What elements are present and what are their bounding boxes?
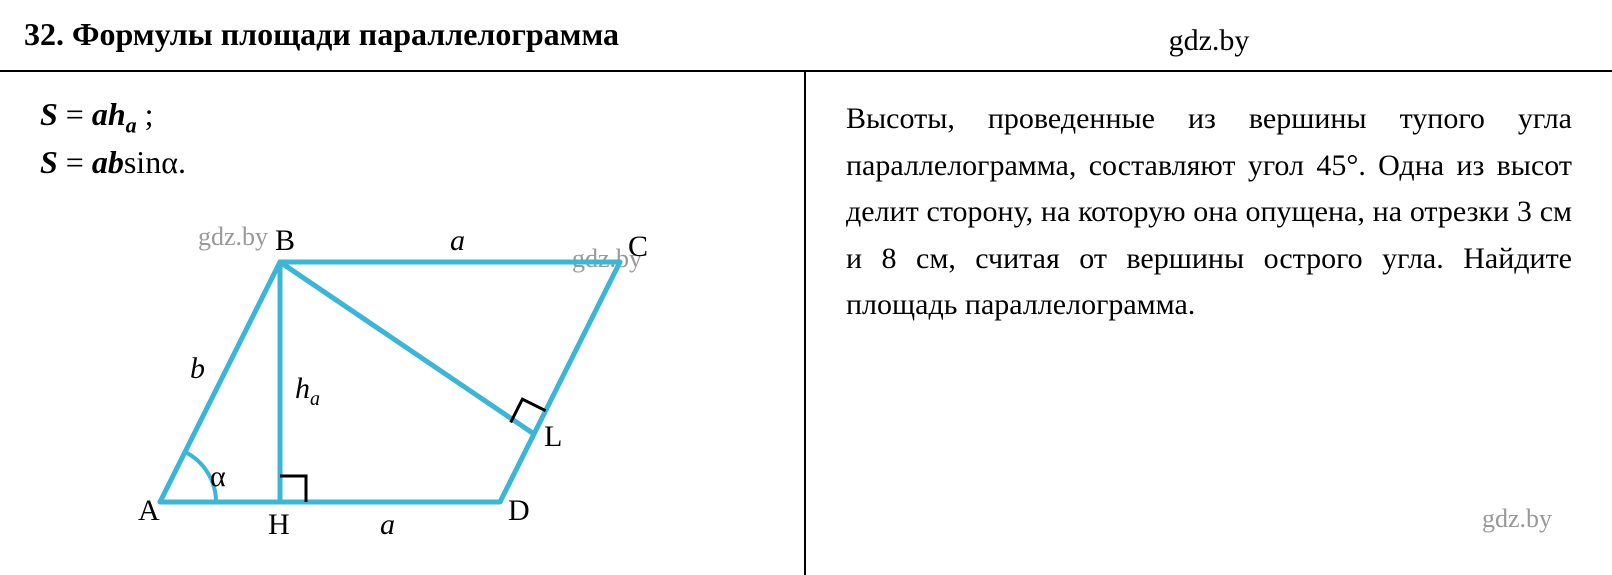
label-h: ha	[295, 372, 320, 411]
header-watermark: gdz.by	[806, 0, 1612, 70]
label-C: C	[628, 230, 648, 264]
f1-eq: =	[58, 96, 92, 132]
f1-sub: a	[126, 112, 137, 137]
f2-eq: =	[58, 144, 92, 180]
problem-panel: Высоты, проведенные из вер­шины тупого у…	[806, 72, 1612, 575]
problem-text: Высоты, проведенные из вер­шины тупого у…	[846, 102, 1572, 321]
label-b: b	[190, 352, 205, 386]
f2-sin: sin	[124, 144, 161, 180]
label-A: A	[138, 494, 160, 528]
label-H: H	[268, 508, 290, 542]
label-D: D	[508, 494, 530, 528]
label-a-bottom: a	[380, 508, 395, 542]
header-row: 32. Формулы площади параллелограмма gdz.…	[0, 0, 1612, 72]
f2-lhs: S	[40, 144, 58, 180]
label-h-sub: a	[310, 388, 320, 410]
f1-lhs: S	[40, 96, 58, 132]
label-alpha: α	[210, 460, 226, 494]
formula-2: S = absinα.	[40, 144, 764, 181]
f2-end: .	[178, 144, 186, 180]
formula-1: S = aha ;	[40, 96, 764, 138]
f1-end: ;	[137, 96, 154, 132]
f1-h: h	[108, 96, 126, 132]
label-B: B	[275, 224, 295, 258]
label-a-top: a	[450, 224, 465, 258]
content-row: S = aha ; S = absinα. gdz.by gdz.by B a …	[0, 72, 1612, 575]
f2-ab: ab	[92, 144, 124, 180]
f1-a: a	[92, 96, 108, 132]
parallelogram-diagram: B a C b ha L α A H a D	[120, 212, 680, 552]
label-h-main: h	[295, 372, 310, 405]
f2-alpha: α	[161, 144, 178, 180]
problem-watermark: gdz.by	[1482, 499, 1552, 539]
section-title: 32. Формулы площади параллелограмма	[0, 0, 806, 70]
label-L: L	[544, 420, 562, 454]
formula-panel: S = aha ; S = absinα. gdz.by gdz.by B a …	[0, 72, 806, 575]
